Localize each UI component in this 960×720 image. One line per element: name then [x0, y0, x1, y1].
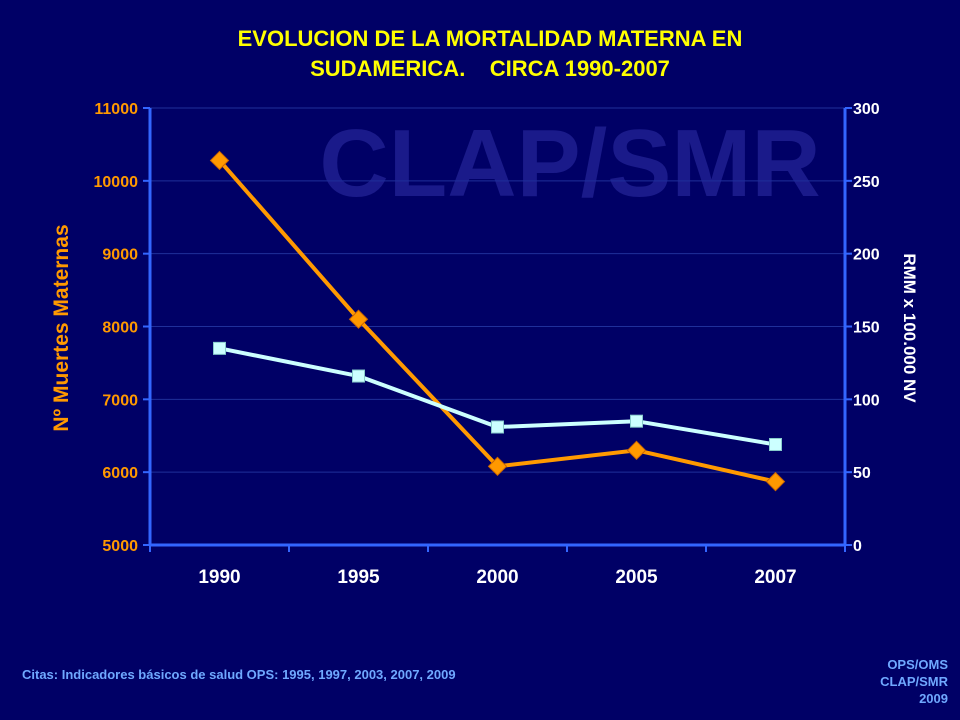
y-left-tick-label: 9000: [102, 247, 138, 264]
y-right-tick-label: 0: [853, 538, 862, 555]
credit-block: OPS/OMS CLAP/SMR 2009: [880, 656, 948, 707]
axes: [143, 107, 852, 552]
series-point-square: [213, 341, 226, 355]
credit-line-1: OPS/OMS: [887, 657, 948, 672]
y-right-tick-label: 100: [853, 392, 880, 409]
y-left-tick-label: 7000: [102, 392, 138, 409]
series-point-square: [630, 414, 643, 428]
x-tick-label: 1990: [198, 567, 240, 588]
y-right-tick-label: 250: [853, 174, 880, 191]
y-right-tick-label: 50: [853, 465, 871, 482]
series-point-diamond: [348, 309, 369, 329]
y-left-tick-label: 8000: [102, 320, 138, 337]
tick-labels: 5000 6000 7000 8000 9000 10000 11000 0 50 100 150 2…: [94, 101, 880, 588]
y-left-tick-label: 10000: [94, 174, 139, 191]
chart-title: EVOLUCION DE LA MORTALIDAD MATERNA EN SU…: [150, 24, 830, 84]
series-markers: [209, 150, 786, 492]
chart-title-line-2: SUDAMERICA. CIRCA 1990-2007: [310, 56, 670, 81]
chart-title-line-1: EVOLUCION DE LA MORTALIDAD MATERNA EN: [237, 26, 743, 51]
x-tick-label: 2007: [754, 567, 796, 588]
y-axis-left-label: Nº Muertes Maternas: [50, 224, 73, 431]
credit-line-2: CLAP/SMR: [880, 674, 948, 689]
x-tick-label: 2005: [615, 567, 658, 588]
series-point-diamond: [487, 456, 508, 477]
series-point-square: [352, 369, 365, 383]
y-left-tick-label: 5000: [102, 538, 138, 555]
y-axis-right-label: RMM x 100.000 NV: [900, 253, 919, 403]
citation-text: Citas: Indicadores básicos de salud OPS:…: [22, 667, 456, 682]
series-point-square: [491, 420, 504, 434]
y-right-tick-label: 150: [853, 320, 880, 337]
x-tick-label: 1995: [337, 567, 380, 588]
watermark-text: CLAP/SMR: [319, 110, 820, 217]
series-point-square: [769, 437, 782, 451]
y-left-tick-label: 11000: [94, 101, 138, 118]
series-point-diamond: [209, 150, 230, 171]
credit-line-3: 2009: [919, 691, 948, 706]
series-point-diamond: [626, 440, 647, 461]
y-left-tick-label: 6000: [102, 465, 138, 482]
series-point-diamond: [765, 471, 786, 492]
y-right-tick-label: 200: [853, 247, 880, 264]
x-tick-label: 2000: [476, 567, 518, 588]
y-right-tick-label: 300: [853, 101, 880, 118]
